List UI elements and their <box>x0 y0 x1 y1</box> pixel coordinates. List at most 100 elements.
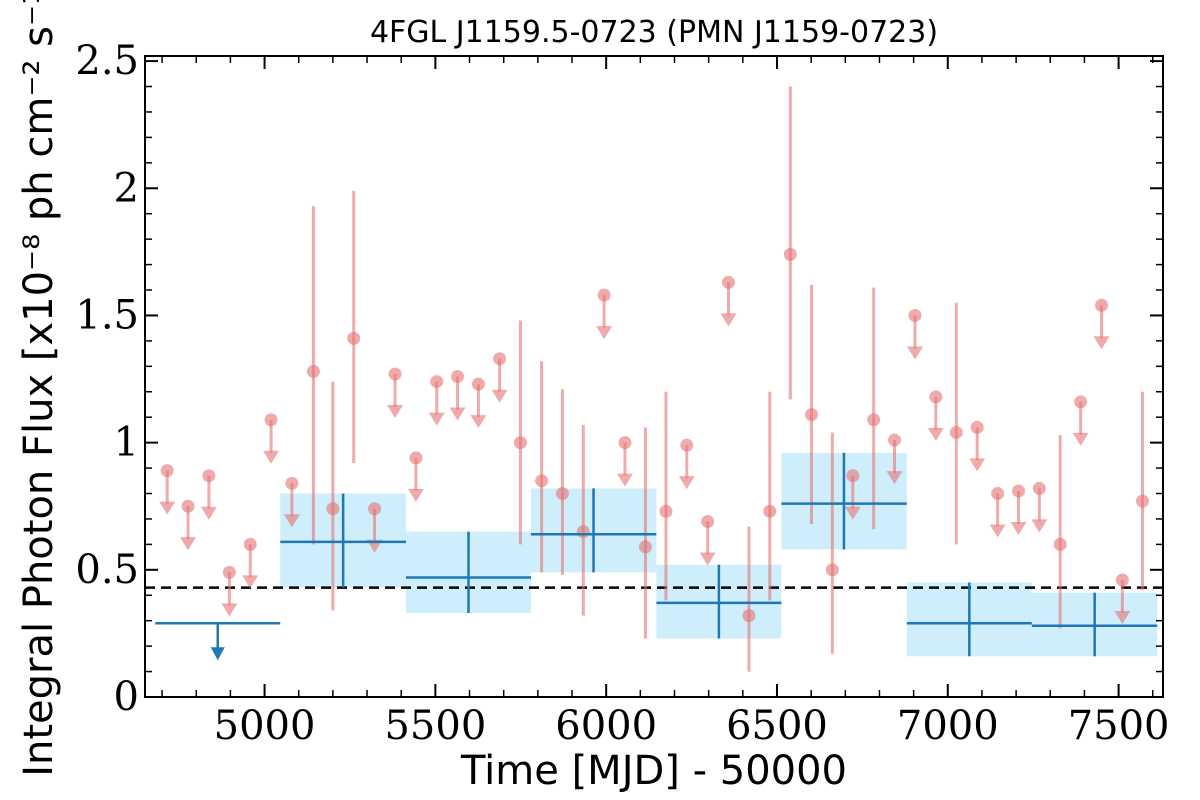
upper-limit-point <box>1031 481 1048 533</box>
limit-marker <box>181 499 195 513</box>
x-tick-label: 7500 <box>1068 703 1170 749</box>
x-axis-label: Time [MJD] - 50000 <box>460 748 847 794</box>
flux-marker <box>638 540 652 554</box>
flux-point <box>659 391 673 601</box>
limit-marker <box>368 502 382 516</box>
upper-limit-point <box>886 433 903 485</box>
limit-arrowhead <box>180 537 197 551</box>
flux-marker <box>535 474 549 488</box>
upper-limit-point <box>720 275 737 327</box>
limit-arrowhead <box>491 389 508 403</box>
long-bin-upper-limit <box>155 621 281 661</box>
flux-marker <box>1053 537 1067 551</box>
flux-marker <box>347 331 361 345</box>
flux-point <box>306 206 320 545</box>
limit-arrowhead <box>678 476 695 490</box>
limit-arrowhead <box>596 326 613 340</box>
flux-marker <box>763 504 777 518</box>
upper-limit-point <box>596 288 613 340</box>
y-tick-label: 0 <box>114 674 139 720</box>
limit-marker <box>451 370 465 383</box>
flux-marker <box>867 413 881 427</box>
limit-marker <box>721 275 735 289</box>
limit-marker <box>202 469 216 483</box>
limit-arrowhead <box>1114 610 1131 624</box>
flux-point <box>825 432 839 654</box>
limit-marker <box>388 367 402 381</box>
limit-marker <box>597 288 611 302</box>
limit-arrowhead <box>906 346 923 360</box>
limit-arrowhead <box>1031 519 1048 533</box>
limit-marker <box>970 420 984 434</box>
upper-limit-point <box>242 537 259 589</box>
limit-marker <box>471 377 485 391</box>
upper-limit-point <box>387 367 404 418</box>
limit-arrowhead <box>242 575 259 589</box>
limit-arrowhead <box>387 404 404 418</box>
flux-marker <box>659 504 673 518</box>
limit-arrowhead <box>699 552 716 566</box>
upper-limit-point <box>407 451 424 502</box>
limit-arrowhead <box>428 412 445 426</box>
upper-limit-point <box>428 375 445 426</box>
flux-point <box>555 389 569 575</box>
limit-arrowhead <box>616 473 633 487</box>
long-bin-point <box>531 488 657 573</box>
x-tick-label: 5500 <box>384 703 486 749</box>
limit-marker <box>409 451 423 465</box>
long-bin-point <box>906 582 1032 657</box>
limit-marker <box>1032 481 1046 495</box>
limit-marker <box>1011 484 1025 498</box>
upper-limit-point <box>1010 484 1027 535</box>
flux-point <box>513 320 527 545</box>
limit-marker <box>160 464 174 478</box>
flux-point <box>326 381 340 611</box>
limit-arrowhead <box>470 415 487 429</box>
limit-arrowhead <box>221 603 238 617</box>
limit-arrowhead <box>200 506 217 520</box>
limit-marker <box>1074 395 1088 409</box>
limit-marker <box>1095 298 1109 312</box>
plot-frame <box>144 55 1164 698</box>
flux-marker <box>742 609 756 623</box>
upper-limit-point <box>927 390 944 441</box>
flux-point <box>1136 391 1150 591</box>
limit-marker <box>430 375 444 389</box>
upper-limit-point <box>221 565 238 617</box>
axes-frame <box>144 55 1164 698</box>
upper-limit-point <box>180 499 197 551</box>
flux-point <box>638 427 652 639</box>
flux-point <box>867 287 881 530</box>
x-tick-label: 6500 <box>726 703 828 749</box>
flux-marker <box>513 436 527 450</box>
flux-marker <box>825 563 839 577</box>
flux-marker <box>783 247 797 261</box>
limit-arrowhead <box>886 471 903 485</box>
limit-arrowhead <box>1093 336 1110 350</box>
upper-limit-point <box>159 464 176 515</box>
upper-limit-point <box>989 487 1006 538</box>
flux-point <box>347 190 361 463</box>
flux-point <box>763 391 777 601</box>
limit-arrowhead <box>449 407 466 421</box>
y-tick-label: 0.5 <box>75 547 139 593</box>
limit-arrowhead <box>720 313 737 327</box>
upper-limit-point <box>449 370 466 421</box>
limit-arrowhead <box>927 427 944 441</box>
upper-limit-point <box>263 413 280 464</box>
chart-title: 4FGL J1159.5-0723 (PMN J1159-0723) <box>370 15 938 50</box>
upper-limit-point <box>491 352 508 403</box>
flux-marker <box>1136 494 1150 508</box>
upper-limit-point <box>470 377 487 429</box>
flux-point <box>783 86 797 400</box>
long-bin-point <box>405 531 532 614</box>
limit-arrowhead <box>844 506 861 520</box>
y-axis-label: Integral Photon Flux [x10⁻⁸ ph cm⁻² s⁻¹] <box>16 0 62 777</box>
long-bin-point <box>656 564 782 639</box>
limit-marker <box>493 352 507 366</box>
flux-point <box>742 526 756 672</box>
limit-marker <box>908 308 922 322</box>
flux-marker <box>555 487 569 501</box>
data-series-layer <box>155 86 1158 672</box>
